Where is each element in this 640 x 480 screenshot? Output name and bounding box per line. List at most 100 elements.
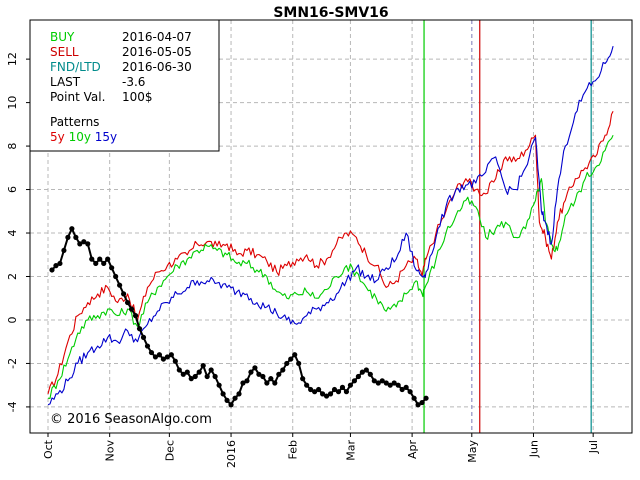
series-point [331, 386, 338, 393]
series-point [240, 380, 246, 386]
x-tick-label: Dec [163, 440, 176, 461]
series-point [105, 256, 111, 262]
series-point [260, 373, 266, 380]
series-point [212, 373, 218, 380]
series-point [339, 384, 346, 390]
y-tick-label: 0 [6, 317, 19, 324]
patterns-label: Patterns [50, 115, 99, 129]
series-point [196, 369, 202, 375]
series-point [323, 393, 330, 399]
y-tick-label: 2 [6, 273, 19, 280]
series-point [156, 352, 163, 358]
y-tick-label: -4 [6, 401, 19, 412]
legend-value: 2016-06-30 [122, 60, 192, 74]
series-point [264, 380, 270, 386]
series-point [304, 382, 310, 388]
series-point [188, 376, 194, 382]
series-point [53, 263, 59, 269]
series-point [228, 402, 234, 408]
series-point [411, 395, 417, 401]
y-tick-label: -2 [6, 358, 19, 369]
series-point [351, 378, 358, 384]
series-point [85, 241, 91, 247]
series-point [280, 367, 286, 373]
series-point [128, 306, 135, 312]
series-point [117, 282, 123, 288]
series-point [148, 349, 155, 356]
x-tick-label: 2016 [225, 440, 238, 468]
legend-label: SELL [50, 45, 79, 59]
series-point [288, 356, 294, 362]
series-point [236, 391, 242, 397]
y-tick-label: 6 [6, 186, 19, 193]
y-tick-label: 8 [6, 143, 19, 150]
series-point [172, 358, 178, 364]
series-point [292, 352, 298, 358]
legend-value: 2016-05-05 [122, 45, 192, 59]
series-point [272, 380, 278, 386]
series-point [93, 260, 99, 267]
series-point [121, 291, 127, 297]
series-point [73, 234, 79, 240]
series-point [343, 389, 350, 395]
legend-label: LAST [50, 75, 81, 89]
legend-box [29, 19, 220, 152]
series-point [327, 391, 334, 397]
series-point [168, 352, 174, 358]
info-legend: BUY 2016-04-07 SELL 2016-05-05 FND/LTD 2016-0… [29, 19, 220, 152]
series-point [399, 386, 405, 393]
series-point [81, 239, 87, 245]
y-tick-label: 10 [6, 96, 19, 110]
x-tick-label: Jun [528, 440, 541, 458]
series-point [312, 389, 318, 395]
x-tick-label: May [466, 440, 479, 463]
series-point [57, 260, 63, 267]
x-tick-label: Mar [344, 440, 357, 461]
x-axis: Oct Nov Dec 2016 Feb Mar Apr May Jun Jul [42, 433, 600, 468]
series-point [403, 384, 409, 390]
series-point [383, 380, 389, 386]
x-tick-label: Jul [587, 440, 600, 454]
series-point [387, 382, 393, 388]
series-point [69, 226, 75, 232]
series-point [248, 369, 254, 375]
y-tick-label: 4 [6, 230, 19, 237]
series-point [315, 386, 322, 393]
series-line [47, 45, 614, 406]
y-tick-label: 12 [6, 52, 19, 66]
series-point [101, 260, 107, 267]
pattern-legend-entry: 5y [50, 130, 65, 144]
series-lines [47, 45, 614, 408]
legend-value: 2016-04-07 [122, 30, 192, 44]
series-point [308, 386, 314, 393]
series-point [180, 371, 186, 377]
series-point [113, 273, 119, 280]
series-point [164, 354, 170, 360]
event-lines [423, 20, 592, 433]
plot-frame [29, 19, 633, 434]
series-point [97, 256, 103, 262]
x-tick-label: Apr [406, 440, 419, 460]
series-point [144, 343, 151, 349]
series-point [391, 380, 397, 386]
series-point [204, 373, 210, 380]
series-point [371, 378, 377, 384]
series-point [192, 373, 198, 380]
series-point [124, 299, 131, 306]
series-point [395, 382, 401, 388]
series-point [276, 371, 282, 377]
legend-label: BUY [50, 30, 75, 44]
legend-value: -3.6 [122, 75, 145, 89]
series-point [359, 369, 365, 375]
pattern-legend-entry: 10y [65, 130, 91, 144]
series-point [415, 402, 421, 408]
series-point [300, 376, 306, 382]
x-tick-label: Feb [287, 440, 300, 459]
series-point [200, 363, 206, 369]
pattern-legend-entry: 15y [91, 130, 117, 144]
series-point [347, 382, 354, 388]
x-tick-label: Oct [42, 439, 55, 459]
legend-label: Point Val. [50, 90, 105, 104]
series-line [47, 134, 614, 399]
